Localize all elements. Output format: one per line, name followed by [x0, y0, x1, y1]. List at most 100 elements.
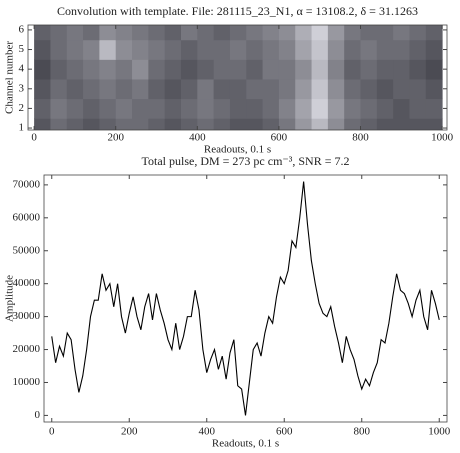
heat-cell: [34, 78, 51, 100]
heat-cell: [132, 98, 149, 119]
heat-cell: [213, 98, 231, 119]
x-tick-label: 400: [189, 132, 206, 144]
heat-cell: [295, 39, 313, 60]
heat-cell: [344, 39, 362, 60]
heat-cell: [66, 25, 84, 41]
heat-cell: [213, 25, 231, 41]
heat-cell: [425, 98, 443, 119]
y-tick-label: 0: [35, 409, 41, 421]
heat-cell: [311, 78, 329, 100]
heat-cell: [229, 78, 247, 100]
heat-cell: [148, 59, 166, 80]
heat-cell: [197, 98, 215, 119]
x-tick-label: 600: [271, 132, 288, 144]
heat-cell: [360, 98, 378, 119]
heat-cell: [132, 39, 149, 60]
heat-cell: [246, 59, 264, 80]
heat-cell: [164, 39, 182, 60]
heat-cell: [213, 39, 231, 60]
chart-title: Convolution with template. File: 281115_…: [57, 4, 418, 18]
heat-cell: [262, 25, 280, 41]
heat-cell: [327, 25, 345, 41]
heat-cell: [197, 59, 215, 80]
y-tick-label: 1: [19, 122, 25, 134]
heat-cell: [180, 118, 198, 130]
x-tick-label: 800: [354, 426, 371, 438]
y-tick-label: 10000: [13, 376, 41, 388]
heat-cell: [164, 25, 182, 41]
heat-cell: [197, 78, 215, 100]
heat-cell: [295, 25, 313, 41]
heat-cell: [344, 59, 362, 80]
heat-cell: [246, 98, 264, 119]
y-tick-label: 5: [19, 43, 25, 55]
x-tick-label: 600: [276, 426, 293, 438]
heat-cell: [344, 25, 362, 41]
y-tick-label: 4: [19, 63, 25, 75]
heat-cell: [83, 59, 100, 80]
chart-title: Total pulse, DM = 273 pc cm⁻³, SNR = 7.2: [142, 154, 350, 168]
x-tick-label: 200: [107, 132, 124, 144]
heat-cell: [229, 39, 247, 60]
heat-cell: [83, 98, 100, 119]
x-tick-label: 0: [49, 426, 55, 438]
x-tick-label: 800: [352, 132, 369, 144]
heat-cell: [99, 39, 117, 60]
y-axis-label: Amplitude: [4, 275, 16, 322]
heat-cell: [50, 59, 68, 80]
heat-cell: [278, 98, 296, 119]
heat-cell: [50, 98, 68, 119]
heat-cell: [197, 25, 215, 41]
heat-cell: [197, 39, 215, 60]
heat-cell: [180, 98, 198, 119]
y-tick-label: 2: [19, 102, 25, 114]
line-series: [51, 181, 440, 416]
heat-cell: [262, 59, 280, 80]
heat-cell: [229, 118, 247, 130]
plot-frame: [27, 24, 448, 131]
heat-cell: [425, 59, 443, 80]
heat-cell: [376, 98, 394, 119]
heat-cell: [425, 118, 443, 130]
heat-cell: [99, 118, 117, 130]
heat-cell: [148, 78, 166, 100]
heat-cell: [360, 118, 378, 130]
plot-frame: [43, 174, 448, 423]
heat-cell: [344, 118, 362, 130]
heat-cell: [132, 118, 149, 130]
heat-cell: [311, 25, 329, 41]
heat-cell: [425, 78, 443, 100]
y-tick-label: 20000: [13, 343, 41, 355]
y-tick-label: 3: [19, 82, 25, 94]
heat-cell: [327, 118, 345, 130]
heat-cell: [425, 39, 443, 60]
heatmap: [34, 25, 443, 130]
heat-cell: [409, 25, 427, 41]
heat-cell: [115, 25, 133, 41]
heat-cell: [83, 39, 100, 60]
heat-cell: [164, 78, 182, 100]
heat-cell: [360, 25, 378, 41]
heat-cell: [99, 25, 117, 41]
heat-cell: [115, 78, 133, 100]
heat-cell: [425, 25, 443, 41]
y-tick-label: 60000: [13, 211, 41, 223]
heat-cell: [376, 118, 394, 130]
heat-cell: [376, 59, 394, 80]
heat-cell: [409, 98, 427, 119]
heat-cell: [246, 118, 264, 130]
heat-cell: [34, 118, 51, 130]
heat-cell: [393, 59, 410, 80]
y-tick-label: 40000: [13, 277, 41, 289]
y-tick-label: 6: [19, 23, 25, 35]
heat-cell: [295, 78, 313, 100]
heat-cell: [66, 59, 84, 80]
heat-cell: [50, 118, 68, 130]
heat-cell: [66, 78, 84, 100]
heat-cell: [246, 25, 264, 41]
heat-cell: [327, 98, 345, 119]
heat-cell: [393, 25, 410, 41]
heat-cell: [393, 98, 410, 119]
heat-cell: [66, 118, 84, 130]
